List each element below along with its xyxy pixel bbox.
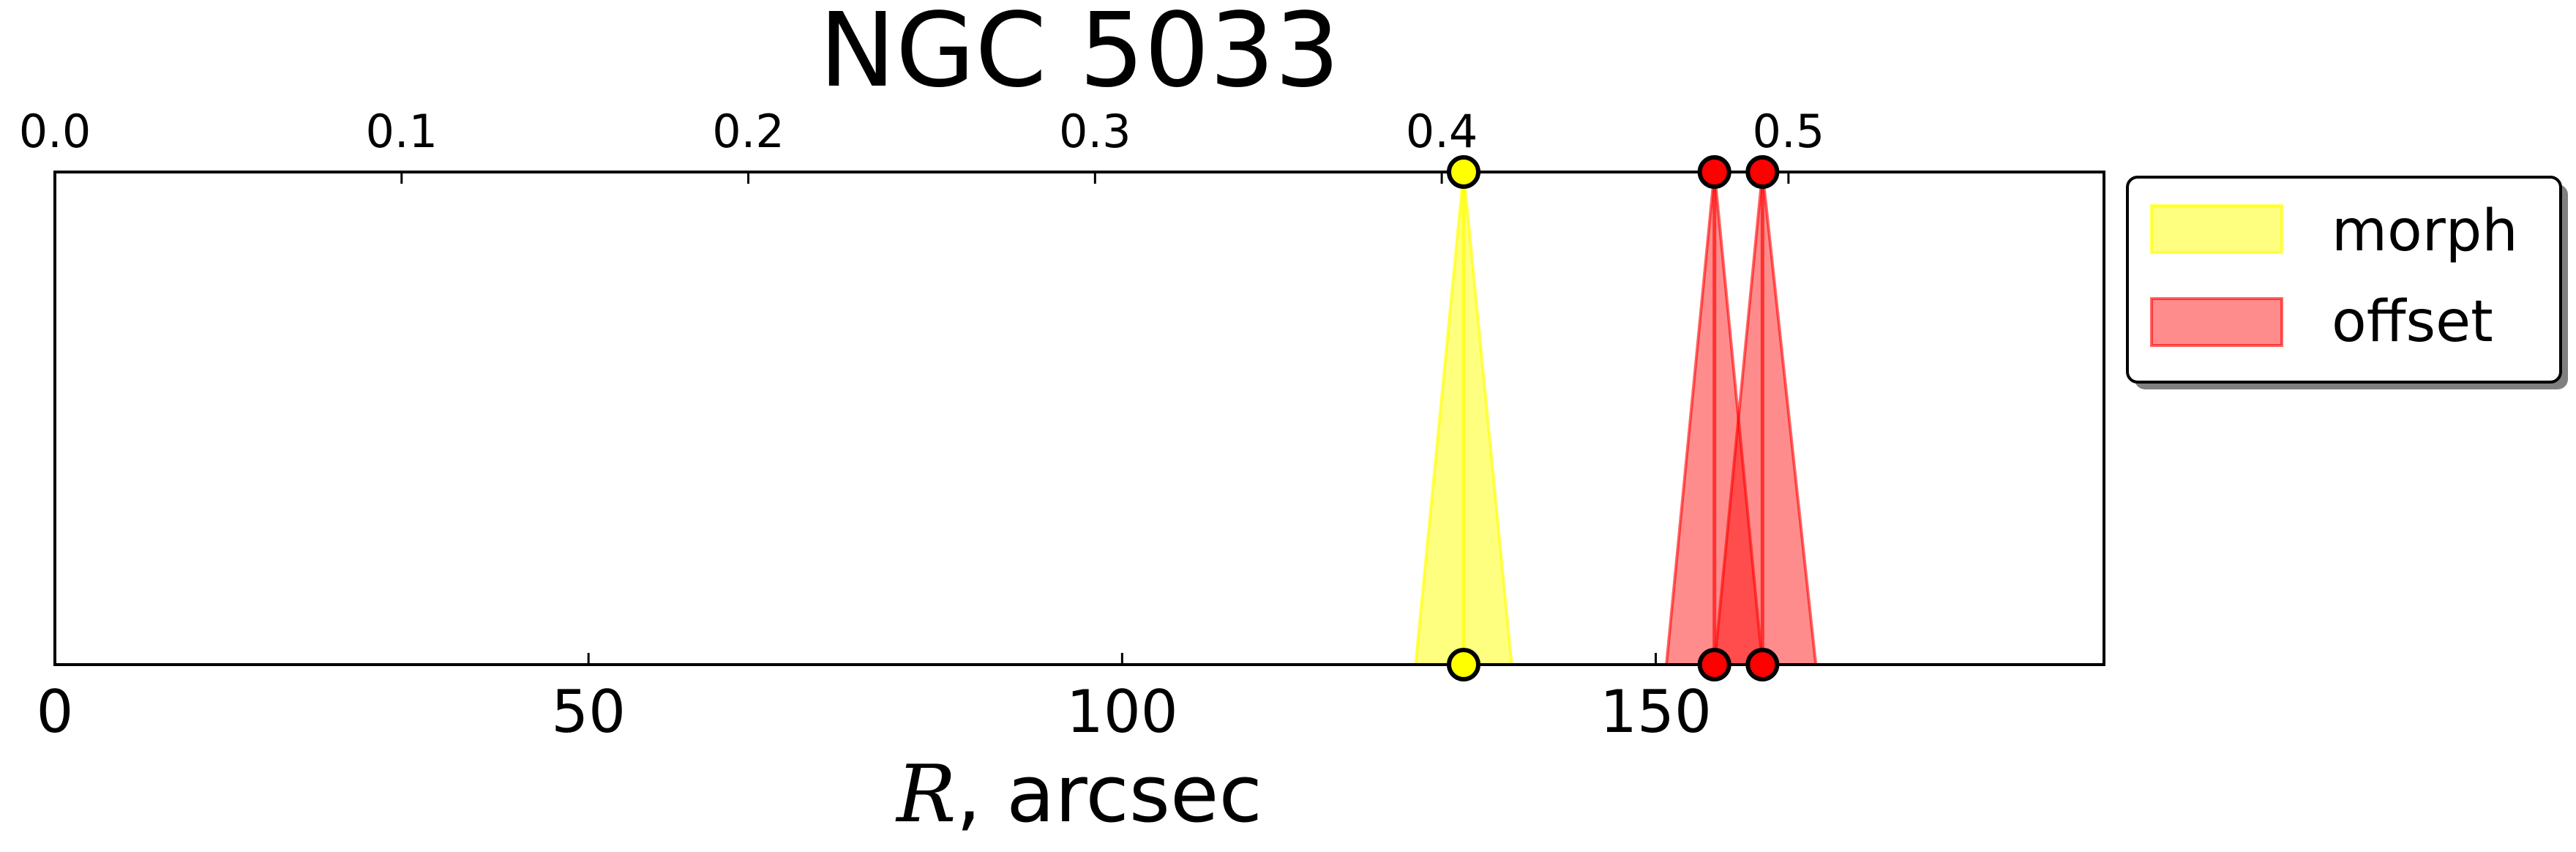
bottom-axis-ticks: 0 50 100 150 (37, 678, 1712, 746)
legend-label-offset: offset (2332, 289, 2493, 355)
top-tick-label: 0.4 (1406, 105, 1478, 158)
x-axis-label-variable: R (895, 749, 956, 840)
markers-layer (1447, 155, 1780, 681)
legend-swatch-morph (2150, 204, 2283, 254)
chart-title: NGC 5033 (819, 0, 1340, 111)
marker-morph (1447, 155, 1480, 189)
plot-border (53, 171, 2105, 666)
top-tick-label: 0.1 (365, 105, 438, 158)
top-tick-label: 0.0 (19, 105, 91, 158)
marker-offset (1745, 648, 1780, 681)
bottom-tick-label: 150 (1600, 678, 1712, 746)
top-tick-label: 0.3 (1059, 105, 1131, 158)
x-axis-label-unit: , arcsec (956, 749, 1262, 840)
bands-layer (1414, 171, 1818, 666)
marker-offset (1697, 648, 1731, 681)
marker-offset (1745, 155, 1780, 189)
marker-offset (1697, 155, 1731, 189)
bottom-tick-label: 100 (1066, 678, 1178, 746)
bottom-tick-label: 0 (37, 678, 74, 746)
legend-label-morph: morph (2332, 198, 2518, 264)
bottom-tick-label: 50 (551, 678, 626, 746)
legend-swatch-offset (2150, 297, 2283, 347)
top-axis-ticks: 0.0 0.1 0.2 0.3 0.4 0.5 (19, 105, 1824, 158)
legend: morph offset (2126, 176, 2568, 389)
marker-morph (1447, 648, 1480, 681)
top-tick-label: 0.2 (712, 105, 785, 158)
x-axis-label: R, arcsec (895, 749, 1262, 840)
top-tick-label: 0.5 (1753, 105, 1825, 158)
plot-area (53, 155, 2105, 681)
